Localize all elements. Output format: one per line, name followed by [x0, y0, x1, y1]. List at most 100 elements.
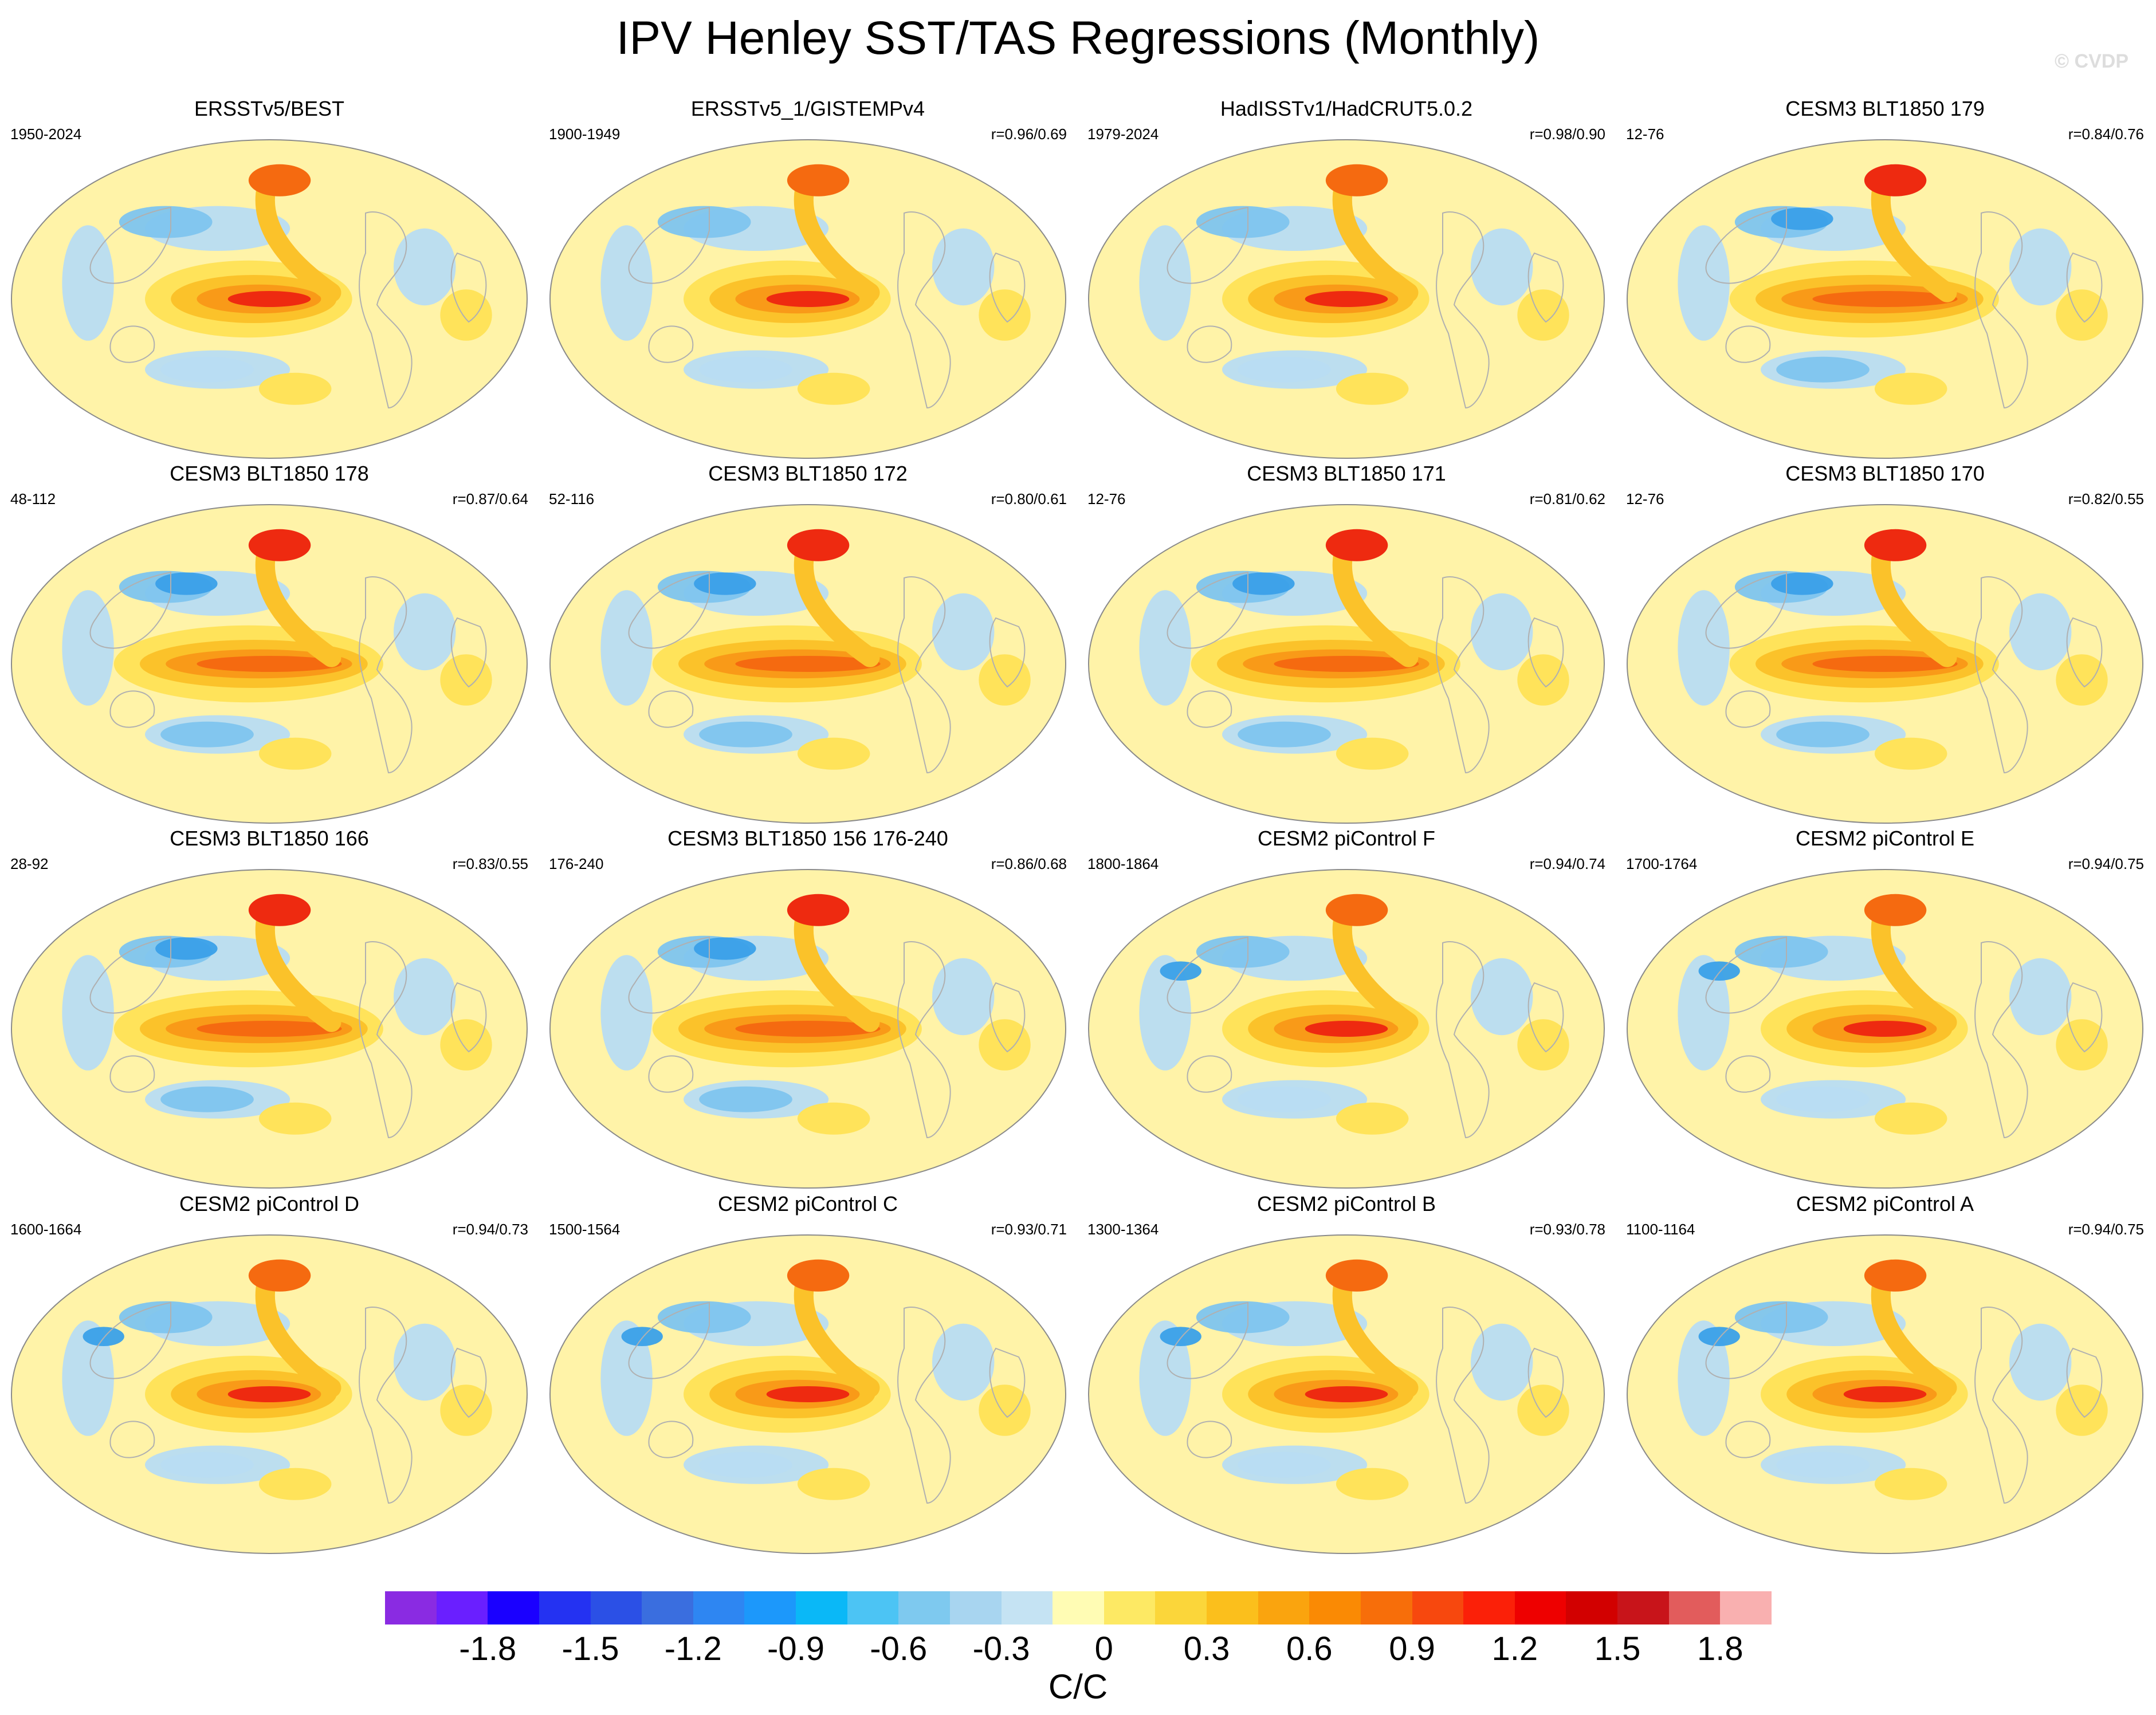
regression-map: [11, 869, 528, 1189]
panel-title: CESM2 piControl E: [1795, 827, 1975, 850]
regression-map: [549, 869, 1066, 1189]
colorbar-tick-label: 1.5: [1594, 1630, 1641, 1667]
regression-map: [1627, 139, 2143, 459]
map-panel: CESM3 BLT1850 179 12-76 r=0.84/0.76: [1616, 96, 2154, 463]
colorbar-swatch: [642, 1591, 693, 1624]
colorbar-swatch: [1720, 1591, 1772, 1624]
regression-map: [1627, 869, 2143, 1189]
colorbar-tick-label: 0.3: [1183, 1630, 1230, 1667]
colorbar-ticks: -1.8 -1.5 -1.2 -0.9 -0.6 -0.3 0 0.3 0.6 0.9 1.2 1.5…: [385, 1624, 1772, 1676]
panel-period: 1979-2024: [1087, 125, 1159, 143]
panel-title: CESM2 piControl C: [717, 1192, 898, 1216]
panel-correlation: r=0.94/0.75: [2068, 1221, 2144, 1238]
panel-correlation: r=0.94/0.73: [452, 1221, 528, 1238]
map-panel: CESM2 piControl A 1100-1164 r=0.94/0.75: [1616, 1191, 2154, 1558]
colorbar-swatch: [1668, 1591, 1721, 1624]
panel-title: CESM2 piControl B: [1256, 1192, 1436, 1216]
colorbar-swatch: [1155, 1591, 1207, 1624]
map-panel: HadISSTv1/HadCRUT5.0.2 1979-2024 r=0.98/0.…: [1077, 96, 1616, 463]
panel-correlation: r=0.83/0.55: [452, 855, 528, 872]
map-panel: CESM2 piControl C 1500-1564 r=0.93/0.71: [539, 1191, 1077, 1558]
colorbar-swatch: [1001, 1591, 1053, 1624]
panel-period: 176-240: [549, 855, 604, 872]
panel-correlation: r=0.94/0.74: [1529, 855, 1605, 872]
map-panel: CESM3 BLT1850 166 28-92 r=0.83/0.55: [0, 826, 539, 1193]
colorbar: [385, 1591, 1772, 1624]
panel-title: CESM2 piControl A: [1796, 1192, 1974, 1216]
regression-map: [1088, 504, 1605, 824]
colorbar-swatch: [1566, 1591, 1617, 1624]
panel-correlation: r=0.94/0.75: [2068, 855, 2144, 872]
colorbar-swatch: [796, 1591, 847, 1624]
regression-map: [1088, 1234, 1605, 1554]
regression-map: [11, 504, 528, 824]
regression-map: [549, 139, 1066, 459]
regression-map: [1088, 139, 1605, 459]
colorbar-swatch: [744, 1591, 796, 1624]
panel-period: 28-92: [10, 855, 49, 872]
colorbar-units: C/C: [1048, 1667, 1108, 1706]
panel-correlation: r=0.80/0.61: [991, 490, 1067, 508]
map-panel: CESM3 BLT1850 178 48-112 r=0.87/0.64: [0, 461, 539, 828]
panel-correlation: r=0.96/0.69: [991, 125, 1067, 143]
watermark: © CVDP: [2055, 50, 2128, 72]
colorbar-swatch: [949, 1591, 1002, 1624]
panel-title: CESM3 BLT1850 178: [170, 462, 369, 485]
panel-title: CESM3 BLT1850 166: [170, 827, 369, 850]
map-panel: ERSSTv5_1/GISTEMPv4 1900-1949 r=0.96/0.69: [539, 96, 1077, 463]
panel-correlation: r=0.82/0.55: [2068, 490, 2144, 508]
colorbar-tick-label: -0.3: [972, 1630, 1030, 1667]
colorbar-swatch: [847, 1591, 899, 1624]
map-panel: CESM2 piControl E 1700-1764 r=0.94/0.75: [1616, 826, 2154, 1193]
map-panel: ERSSTv5/BEST 1950-2024: [0, 96, 539, 463]
panel-period: 1500-1564: [549, 1221, 621, 1238]
panel-title: HadISSTv1/HadCRUT5.0.2: [1220, 97, 1473, 120]
main-title: IPV Henley SST/TAS Regressions (Monthly): [616, 12, 1540, 64]
colorbar-tick-label: 0: [1094, 1630, 1113, 1667]
panel-correlation: r=0.93/0.78: [1529, 1221, 1605, 1238]
panel-period: 1100-1164: [1626, 1221, 1695, 1238]
panel-period: 12-76: [1626, 125, 1664, 143]
colorbar-swatch: [539, 1591, 591, 1624]
panel-correlation: r=0.98/0.90: [1529, 125, 1605, 143]
colorbar-swatch: [385, 1591, 437, 1624]
panel-title: CESM3 BLT1850 171: [1247, 462, 1446, 485]
regression-map: [1627, 1234, 2143, 1554]
colorbar-swatch: [1360, 1591, 1412, 1624]
colorbar-swatch: [1207, 1591, 1258, 1624]
colorbar-tick-label: 0.9: [1389, 1630, 1435, 1667]
colorbar-swatch: [1463, 1591, 1515, 1624]
colorbar-swatch: [436, 1591, 488, 1624]
regression-map: [549, 1234, 1066, 1554]
panel-title: CESM2 piControl F: [1257, 827, 1436, 850]
panel-title: ERSSTv5/BEST: [194, 97, 345, 120]
colorbar-swatch: [1309, 1591, 1361, 1624]
colorbar-tick-label: -0.9: [767, 1630, 824, 1667]
regression-map: [549, 504, 1066, 824]
map-panel: CESM3 BLT1850 156 176-240 176-240 r=0.86/0…: [539, 826, 1077, 1193]
colorbar-swatch: [1514, 1591, 1566, 1624]
panel-correlation: r=0.84/0.76: [2068, 125, 2144, 143]
colorbar-tick-label: 1.2: [1491, 1630, 1538, 1667]
colorbar-tick-label: -1.2: [664, 1630, 722, 1667]
panel-correlation: r=0.86/0.68: [991, 855, 1067, 872]
panel-period: 1900-1949: [549, 125, 621, 143]
panel-period: 1300-1364: [1087, 1221, 1159, 1238]
panel-period: 1800-1864: [1087, 855, 1159, 872]
map-panel: CESM3 BLT1850 170 12-76 r=0.82/0.55: [1616, 461, 2154, 828]
colorbar-tick-label: 1.8: [1697, 1630, 1743, 1667]
colorbar-swatch: [1053, 1591, 1104, 1624]
map-panel: CESM2 piControl B 1300-1364 r=0.93/0.78: [1077, 1191, 1616, 1558]
panel-period: 52-116: [549, 490, 595, 508]
panel-correlation: r=0.87/0.64: [452, 490, 528, 508]
map-panel: CESM3 BLT1850 172 52-116 r=0.80/0.61: [539, 461, 1077, 828]
panel-period: 12-76: [1087, 490, 1126, 508]
colorbar-tick-label: 0.6: [1286, 1630, 1333, 1667]
colorbar-tick-label: -1.8: [459, 1630, 517, 1667]
panel-title: ERSSTv5_1/GISTEMPv4: [690, 97, 925, 120]
colorbar-swatch: [898, 1591, 950, 1624]
regression-map: [11, 1234, 528, 1554]
panel-correlation: r=0.81/0.62: [1529, 490, 1605, 508]
panel-title: CESM3 BLT1850 179: [1785, 97, 1985, 120]
map-panel: CESM2 piControl F 1800-1864 r=0.94/0.74: [1077, 826, 1616, 1193]
